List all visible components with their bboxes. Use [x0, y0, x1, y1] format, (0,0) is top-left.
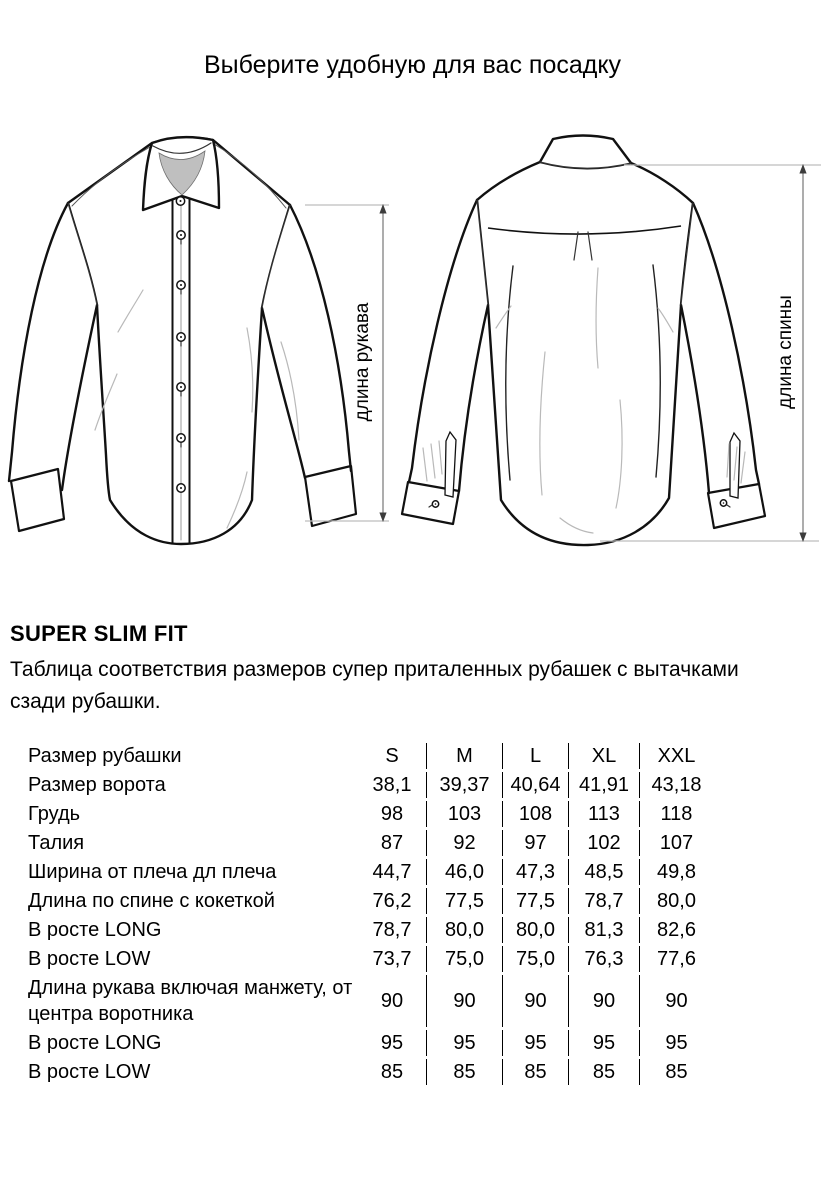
size-value-cell: 108: [502, 801, 568, 827]
size-value-cell: 77,5: [426, 888, 502, 914]
left-cuff-placket: [444, 430, 457, 498]
size-value-cell: S: [385, 745, 399, 767]
size-value-cell: 97: [502, 830, 568, 856]
size-value-cell: 76,3: [568, 946, 639, 972]
front-buttons: [175, 196, 186, 493]
size-value-cell: 87: [380, 832, 404, 854]
size-value-cell: 44,7: [372, 861, 412, 883]
size-value-cell: 78,7: [568, 888, 639, 914]
size-value-cell: 81,3: [568, 917, 639, 943]
size-value-cell: 85: [568, 1059, 639, 1085]
size-value-cell: 39,37: [426, 772, 502, 798]
size-value-cell: 85: [639, 1059, 713, 1085]
size-value-cell: 77,5: [502, 888, 568, 914]
size-value-cell: 118: [639, 801, 713, 827]
size-value-cell: 90: [502, 975, 568, 1027]
size-value-cell: 107: [639, 830, 713, 856]
back-length-dimension: длина спины: [600, 164, 821, 542]
sleeve-length-dimension: длина рукава: [305, 204, 389, 522]
size-value-cell: 85: [426, 1059, 502, 1085]
table-row: Размер ворота 38,1 39,37 40,64 41,91 43,…: [28, 772, 713, 798]
size-value-cell: 80,0: [502, 917, 568, 943]
size-value-cell: 82,6: [639, 917, 713, 943]
table-row: Грудь 98 103 108 113 118: [28, 801, 713, 827]
table-row: Размер рубашки S M L XL XXL: [28, 743, 713, 769]
size-value-cell: 41,91: [568, 772, 639, 798]
size-value-cell: 49,8: [639, 859, 713, 885]
size-value-cell: 73,7: [372, 948, 412, 970]
size-value-cell: 78,7: [372, 919, 412, 941]
sleeve-length-label: длина рукава: [352, 302, 373, 421]
size-value-cell: 40,64: [502, 772, 568, 798]
size-value-cell: 75,0: [502, 946, 568, 972]
size-value-cell: L: [502, 743, 568, 769]
size-value-cell: 95: [639, 1030, 713, 1056]
size-label-cell: Размер рубашки: [28, 745, 182, 767]
back-length-label: длина спины: [775, 295, 796, 409]
table-row: В росте LONG 78,7 80,0 80,0 81,3 82,6: [28, 917, 713, 943]
table-row: В росте LONG 95 95 95 95 95: [28, 1030, 713, 1056]
size-value-cell: 113: [568, 801, 639, 827]
collar-inner-shade: [158, 150, 206, 196]
size-label-cell: Талия: [28, 832, 85, 854]
size-value-cell: XXL: [639, 743, 713, 769]
size-label-cell: Грудь: [28, 803, 81, 825]
table-row: В росте LOW 73,7 75,0 75,0 76,3 77,6: [28, 946, 713, 972]
size-label-cell: Длина рукава включая манжету, от центра …: [28, 977, 353, 1025]
size-value-cell: 90: [639, 975, 713, 1027]
shirts-figure: длина рукава длина спины: [7, 134, 821, 547]
size-label-cell: В росте LOW: [28, 1061, 151, 1083]
table-row: Ширина от плеча дл плеча 44,7 46,0 47,3 …: [28, 859, 713, 885]
size-value-cell: 95: [380, 1032, 404, 1054]
size-table: Размер рубашки S M L XL XXL Размер ворот…: [28, 740, 713, 1088]
size-label-cell: В росте LOW: [28, 948, 151, 970]
size-value-cell: 85: [380, 1061, 404, 1083]
size-value-cell: 38,1: [372, 774, 412, 796]
size-value-cell: 92: [426, 830, 502, 856]
size-value-cell: 102: [568, 830, 639, 856]
size-value-cell: 95: [502, 1030, 568, 1056]
size-value-cell: 75,0: [426, 946, 502, 972]
size-guide-illustration: длина рукава длина спины: [0, 100, 825, 560]
size-value-cell: 80,0: [639, 888, 713, 914]
table-row: В росте LOW 85 85 85 85 85: [28, 1059, 713, 1085]
size-value-cell: 98: [380, 803, 404, 825]
table-row: Талия 87 92 97 102 107: [28, 830, 713, 856]
size-value-cell: 48,5: [568, 859, 639, 885]
fit-description: Таблица соответствия размеров супер прит…: [10, 658, 739, 713]
size-value-cell: 85: [502, 1059, 568, 1085]
size-label-cell: В росте LONG: [28, 1032, 162, 1054]
size-value-cell: M: [426, 743, 502, 769]
fit-heading: SUPER SLIM FIT: [10, 621, 188, 646]
size-label-cell: Ширина от плеча дл плеча: [28, 861, 277, 883]
shirt-front-drawing: [7, 135, 358, 546]
size-value-cell: 77,6: [639, 946, 713, 972]
size-label-cell: Размер ворота: [28, 774, 166, 796]
size-value-cell: 46,0: [426, 859, 502, 885]
size-value-cell: XL: [568, 743, 639, 769]
size-value-cell: 80,0: [426, 917, 502, 943]
size-value-cell: 95: [568, 1030, 639, 1056]
table-row: Длина рукава включая манжету, от центра …: [28, 975, 713, 1027]
size-value-cell: 90: [568, 975, 639, 1027]
size-value-cell: 95: [426, 1030, 502, 1056]
size-value-cell: 43,18: [639, 772, 713, 798]
page-title: Выберите удобную для вас посадку: [203, 51, 622, 79]
size-label-cell: В росте LONG: [28, 919, 162, 941]
shirt-back-drawing: [400, 134, 767, 547]
size-label-cell: Длина по спине с кокеткой: [28, 890, 275, 912]
size-value-cell: 47,3: [502, 859, 568, 885]
size-value-cell: 90: [380, 990, 404, 1012]
size-value-cell: 103: [426, 801, 502, 827]
size-value-cell: 90: [426, 975, 502, 1027]
table-row: Длина по спине с кокеткой 76,2 77,5 77,5…: [28, 888, 713, 914]
size-value-cell: 76,2: [372, 890, 412, 912]
